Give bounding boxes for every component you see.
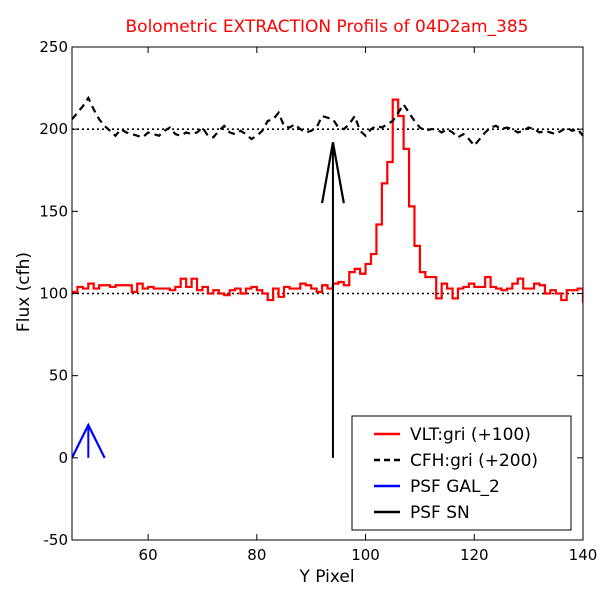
x-axis-label: Y Pixel — [298, 567, 354, 587]
series-line-vlt-gri-100 — [72, 98, 583, 303]
x-tick-label-60: 60 — [139, 546, 158, 564]
y-tick-label--50: -50 — [44, 531, 69, 549]
y-axis-label: Flux (cfh) — [14, 252, 34, 332]
x-tick-label-100: 100 — [351, 546, 380, 564]
chart-title: Bolometric EXTRACTION Profils of 04D2am_… — [126, 17, 529, 37]
legend-label-psf-gal-2: PSF GAL_2 — [410, 477, 500, 497]
x-tick-label-80: 80 — [247, 546, 266, 564]
y-tick-label-0: 0 — [58, 449, 68, 467]
legend-label-psf-sn: PSF SN — [410, 503, 470, 523]
y-tick-label-200: 200 — [39, 120, 68, 138]
legend: VLT:gri (+100) CFH:gri (+200) PSF GAL_2 PSF… — [351, 415, 572, 531]
legend-label-vlt-gri-100: VLT:gri (+100) — [410, 425, 531, 445]
x-tick-label-120: 120 — [460, 546, 489, 564]
plot-area — [72, 95, 583, 459]
y-tick-label-150: 150 — [39, 202, 68, 220]
plot-content — [72, 95, 583, 459]
x-tick-label-140: 140 — [569, 546, 598, 564]
y-tick-label-100: 100 — [39, 285, 68, 303]
series-line-cfh-gri-200 — [72, 95, 583, 148]
y-tick-label-50: 50 — [49, 367, 68, 385]
y-tick-label-250: 250 — [39, 38, 68, 56]
axes: 60 80 100 120 140 -50 0 50 100 150 200 250 — [39, 38, 597, 564]
series-line-psf-sn — [320, 142, 345, 204]
legend-label-cfh-gri-200: CFH:gri (+200) — [410, 451, 538, 471]
